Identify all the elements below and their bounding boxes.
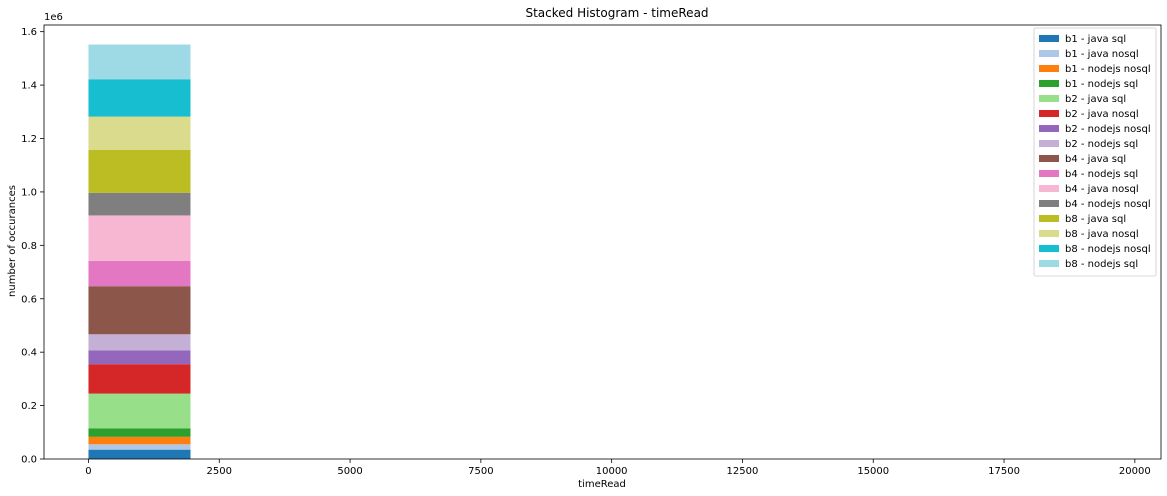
bar-segment-4 [88, 393, 191, 429]
bar-segment-10 [88, 215, 191, 261]
legend-label-15: b8 - nodejs sql [1065, 259, 1138, 270]
y-tick-label: 0.6 [21, 294, 37, 305]
legend-label-4: b2 - java sql [1065, 94, 1126, 105]
legend-label-3: b1 - nodejs sql [1065, 79, 1138, 90]
x-tick-label: 17500 [988, 466, 1020, 477]
bar-segment-14 [88, 79, 191, 117]
legend-label-7: b2 - nodejs sql [1065, 139, 1138, 150]
legend-label-0: b1 - java sql [1065, 34, 1126, 45]
y-tick-label: 1.4 [21, 81, 37, 92]
histogram-bars [88, 44, 191, 459]
legend-swatch-4 [1039, 95, 1059, 102]
legend-swatch-2 [1039, 65, 1059, 72]
legend-swatch-1 [1039, 50, 1059, 57]
bar-segment-2 [88, 436, 191, 445]
legend-swatch-15 [1039, 260, 1059, 267]
bar-segment-5 [88, 364, 191, 394]
legend-label-2: b1 - nodejs nosql [1065, 64, 1151, 75]
legend-label-9: b4 - nodejs sql [1065, 169, 1138, 180]
x-tick-label: 5000 [337, 466, 362, 477]
x-tick-label: 20000 [1119, 466, 1151, 477]
bar-segment-12 [88, 149, 191, 193]
legend-label-14: b8 - nodejs nosql [1065, 244, 1151, 255]
x-tick-label: 2500 [207, 466, 232, 477]
legend-label-13: b8 - java nosql [1065, 229, 1139, 240]
x-tick-label: 12500 [727, 466, 759, 477]
bar-segment-1 [88, 444, 191, 450]
legend-label-11: b4 - nodejs nosql [1065, 199, 1151, 210]
x-tick-label: 0 [85, 466, 91, 477]
x-tick-label: 7500 [468, 466, 493, 477]
x-axis-label: timeRead [578, 479, 626, 490]
y-tick-label: 1.0 [21, 187, 37, 198]
legend-swatch-9 [1039, 170, 1059, 177]
bar-segment-6 [88, 350, 191, 365]
bar-segment-11 [88, 192, 191, 216]
legend-swatch-5 [1039, 110, 1059, 117]
legend-swatch-7 [1039, 140, 1059, 147]
y-axis-ticks: 0.0 0.2 0.4 0.6 0.8 1.0 1.2 1.4 1.6 [21, 27, 44, 466]
bar-segment-13 [88, 116, 191, 150]
bar-segment-0 [88, 449, 191, 459]
legend-label-5: b2 - java nosql [1065, 109, 1139, 120]
y-tick-label: 0.4 [21, 348, 37, 359]
bar-segment-9 [88, 260, 191, 287]
x-tick-label: 15000 [857, 466, 889, 477]
chart-title: Stacked Histogram - timeRead [525, 6, 708, 20]
legend-swatch-14 [1039, 245, 1059, 252]
legend-label-8: b4 - java sql [1065, 154, 1126, 165]
legend-swatch-12 [1039, 215, 1059, 222]
legend-label-6: b2 - nodejs nosql [1065, 124, 1151, 135]
bar-segment-15 [88, 44, 191, 80]
legend-label-10: b4 - java nosql [1065, 184, 1139, 195]
legend-swatch-0 [1039, 35, 1059, 42]
legend-label-1: b1 - java nosql [1065, 49, 1139, 60]
plot-area-frame [43, 24, 1162, 460]
legend-swatch-13 [1039, 230, 1059, 237]
legend-swatch-3 [1039, 80, 1059, 87]
y-tick-label: 1.6 [21, 27, 37, 38]
y-axis-offset-label: 1e6 [44, 12, 63, 23]
bar-segment-3 [88, 428, 191, 437]
x-tick-label: 10000 [596, 466, 628, 477]
x-axis-ticks: 0 2500 5000 7500 10000 12500 15000 17500 20000 [85, 459, 1151, 477]
legend-swatch-8 [1039, 155, 1059, 162]
y-axis-label: number of occurances [7, 185, 18, 297]
y-tick-label: 0.8 [21, 241, 37, 252]
legend: b1 - java sql b1 - java nosql b1 - nodejs … [1033, 27, 1157, 277]
bar-segment-7 [88, 334, 191, 351]
bar-segment-8 [88, 286, 191, 335]
y-tick-label: 1.2 [21, 134, 37, 145]
legend-box [1033, 27, 1157, 277]
legend-label-12: b8 - java sql [1065, 214, 1126, 225]
legend-swatch-10 [1039, 185, 1059, 192]
legend-swatch-11 [1039, 200, 1059, 207]
legend-swatch-6 [1039, 125, 1059, 132]
y-tick-label: 0.0 [21, 455, 37, 466]
y-tick-label: 0.2 [21, 401, 37, 412]
